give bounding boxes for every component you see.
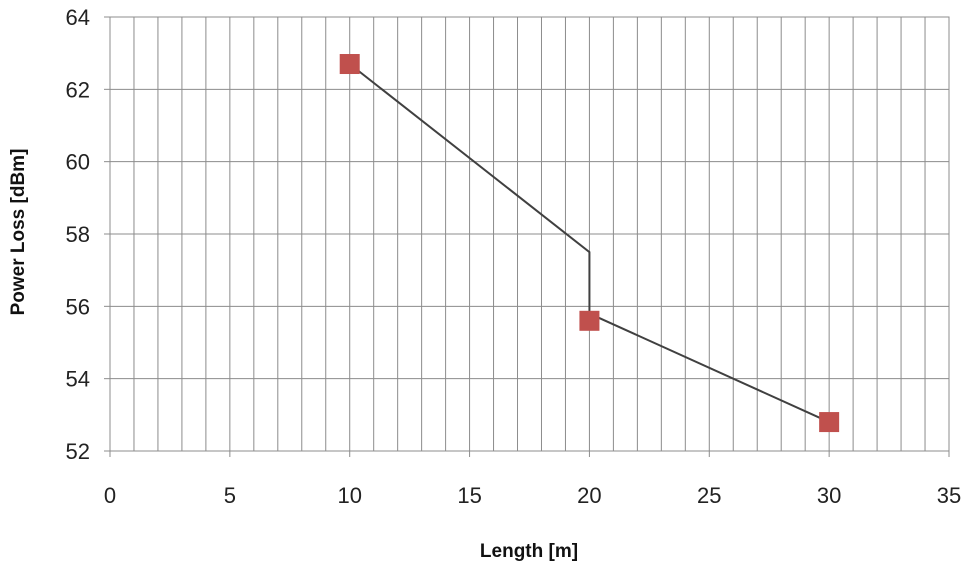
x-tick-label: 25 bbox=[697, 483, 721, 508]
y-tick-label: 54 bbox=[66, 367, 90, 392]
x-tick-label: 10 bbox=[337, 483, 361, 508]
x-tick-label: 5 bbox=[224, 483, 236, 508]
y-tick-label: 56 bbox=[66, 294, 90, 319]
x-tick-label: 0 bbox=[104, 483, 116, 508]
x-axis-title: Length [m] bbox=[480, 541, 578, 562]
plot-area-frame bbox=[109, 16, 950, 452]
x-axis-tick-labels: 0 5 10 15 20 25 30 35 bbox=[104, 483, 961, 508]
data-point-marker bbox=[579, 310, 600, 331]
y-tick-label: 58 bbox=[66, 222, 90, 247]
data-point-marker bbox=[339, 54, 360, 75]
trend-line bbox=[349, 63, 830, 423]
x-tick-label: 30 bbox=[817, 483, 841, 508]
data-markers bbox=[339, 54, 840, 433]
trend-line-path bbox=[349, 63, 830, 423]
x-tick-label: 20 bbox=[577, 483, 601, 508]
y-tick-label: 64 bbox=[66, 5, 90, 30]
y-tick-label: 60 bbox=[66, 150, 90, 175]
grid-lines bbox=[104, 16, 950, 457]
x-tick-label: 35 bbox=[937, 483, 961, 508]
y-axis-tick-labels: 52 54 56 58 60 62 64 bbox=[66, 5, 90, 464]
x-tick-label: 15 bbox=[457, 483, 481, 508]
y-tick-label: 52 bbox=[66, 439, 90, 464]
data-point-marker bbox=[819, 412, 840, 433]
y-tick-label: 62 bbox=[66, 77, 90, 102]
y-axis-title: Power Loss [dBm] bbox=[8, 149, 29, 316]
